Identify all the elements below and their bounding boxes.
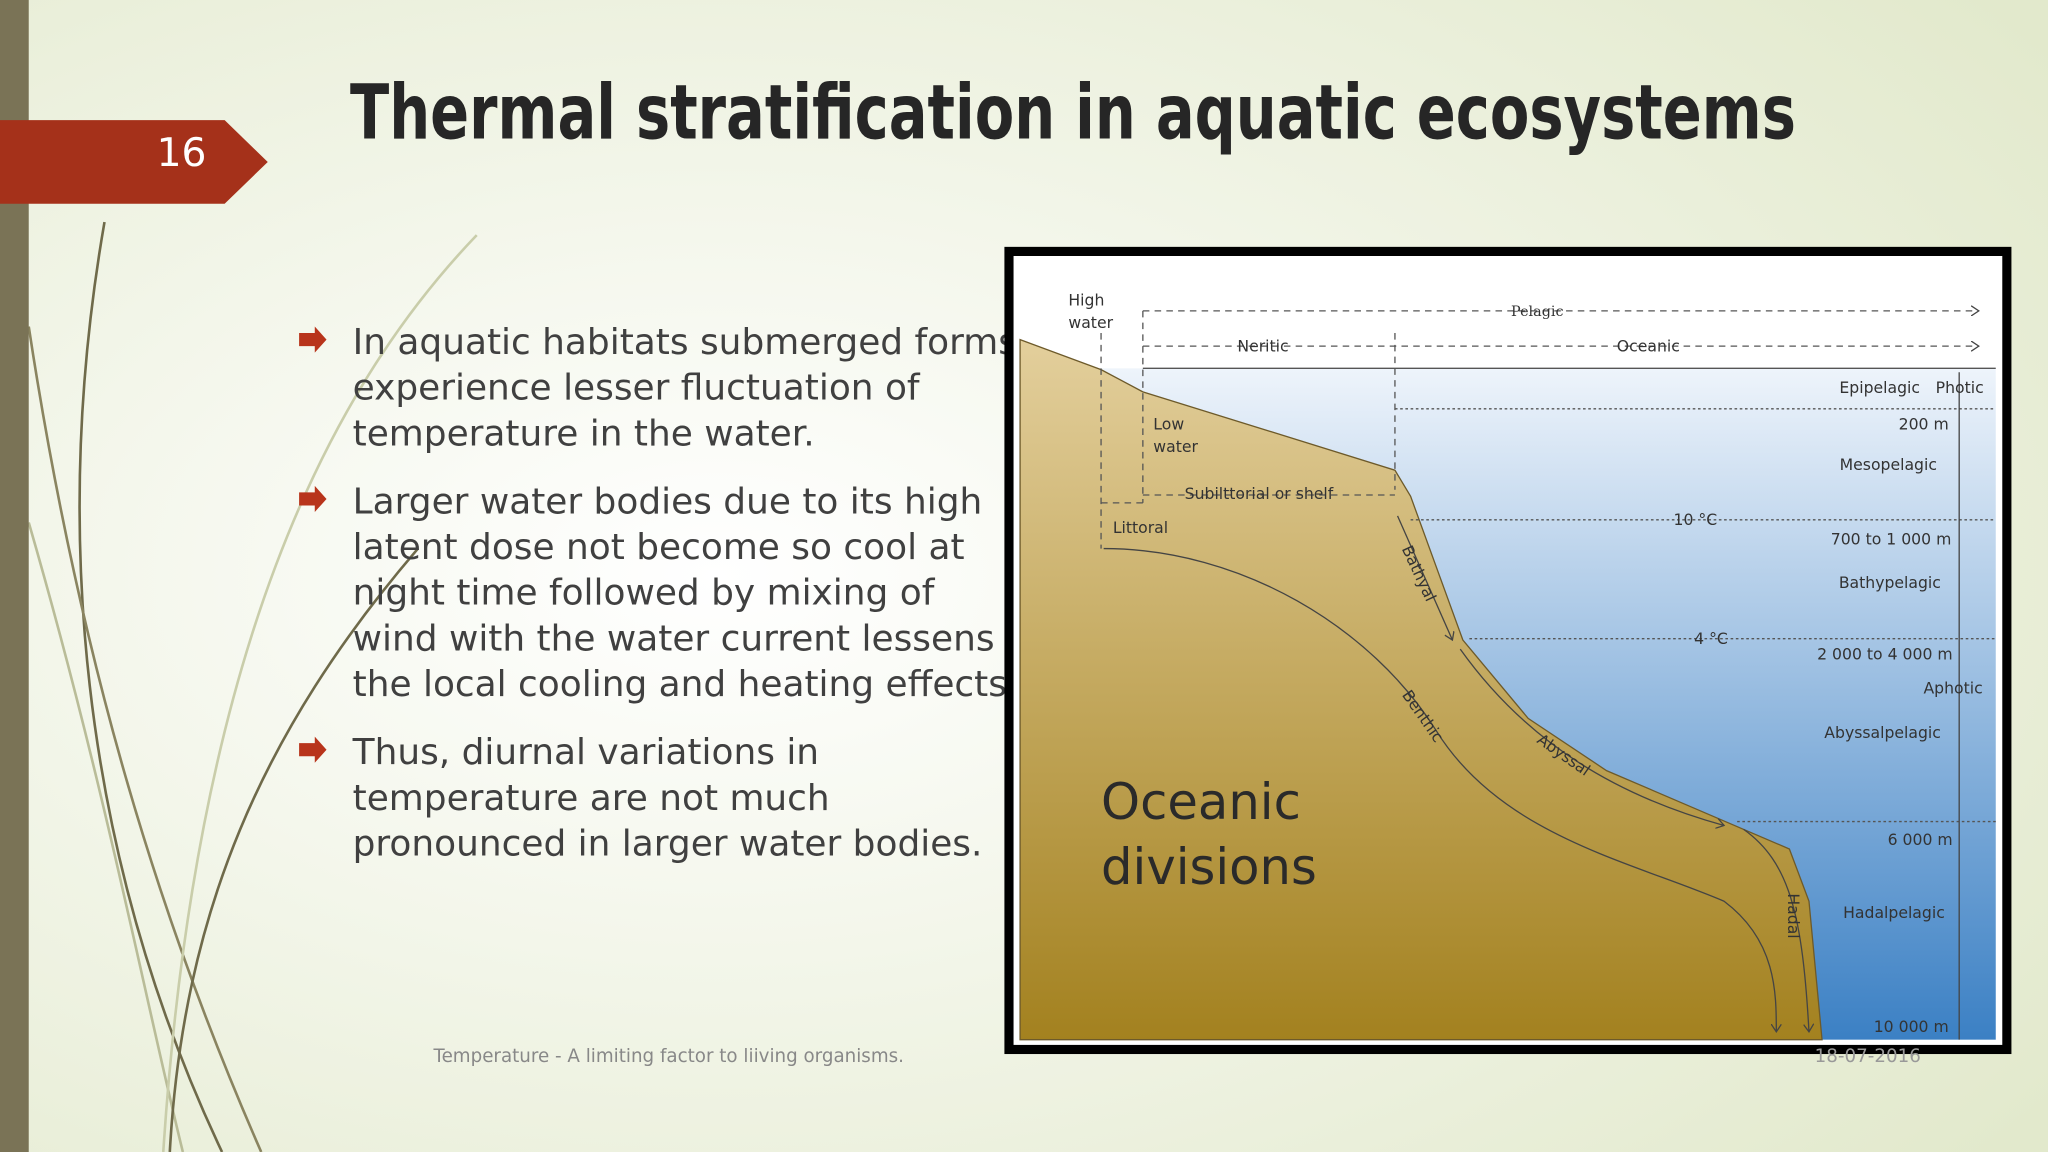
- label: Photic: [1936, 378, 1984, 397]
- diagram-caption: Oceanic: [1101, 773, 1301, 831]
- label: 10 °C: [1674, 510, 1718, 529]
- bullet-line: Thus, diurnal variations in: [352, 732, 819, 773]
- footer: Temperature - A limiting factor to liivi…: [433, 1046, 904, 1067]
- number-tab: [0, 120, 268, 204]
- label: 4 °C: [1694, 629, 1728, 648]
- label: High: [1068, 291, 1104, 310]
- label: Pelagic: [1511, 304, 1564, 320]
- slide-title: Thermal stratification in aquatic ecosys…: [350, 68, 1796, 156]
- bullet-line: temperature in the water.: [353, 413, 815, 454]
- seabed: [1019, 338, 1823, 1041]
- zone-lines: [1100, 311, 1979, 549]
- bullet-line: pronounced in larger water bodies.: [353, 824, 983, 865]
- bullet-line: night time followed by mixing of: [353, 573, 936, 614]
- bullet-line: Larger water bodies due to its high: [353, 481, 983, 522]
- label: Abyssalpelagic: [1824, 723, 1941, 742]
- depth-lines: [1394, 408, 1996, 823]
- bullet-icon: [299, 326, 327, 353]
- label: water: [1068, 313, 1113, 332]
- diagram: High water Pelagic Neritic Oceanic Epipe…: [1004, 246, 2012, 1055]
- label: Neritic: [1237, 336, 1288, 355]
- label: Hadal: [1784, 893, 1803, 938]
- label: 6 000 m: [1888, 830, 1953, 849]
- label: water: [1153, 437, 1198, 456]
- bullet-line: the local cooling and heating effects.: [353, 664, 1019, 705]
- label: Low: [1153, 415, 1184, 434]
- label: Epipelagic: [1839, 378, 1920, 397]
- label: 10 000 m: [1874, 1017, 1949, 1036]
- label: Hadalpelagic: [1843, 903, 1945, 922]
- label: Bathypelagic: [1839, 573, 1941, 592]
- label: Littoral: [1113, 518, 1168, 537]
- bullet-line: wind with the water current lessens: [353, 618, 995, 659]
- bullet-list: In aquatic habitats submerged forms expe…: [299, 322, 1018, 865]
- label: Mesopelagic: [1840, 455, 1937, 474]
- benthic-arrows: [1103, 515, 1809, 1032]
- bullet-line: latent dose not become so cool at: [353, 527, 965, 568]
- label: 200 m: [1899, 415, 1949, 434]
- diagram-caption: divisions: [1101, 838, 1317, 896]
- bullet-line: In aquatic habitats submerged forms: [353, 322, 1017, 363]
- label: 2 000 to 4 000 m: [1817, 645, 1953, 664]
- slide-number: 16: [157, 131, 207, 176]
- bullet-line: temperature are not much: [353, 778, 830, 819]
- bullet-icon: [299, 485, 327, 512]
- bullet-icon: [299, 736, 327, 763]
- decor-curves: [27, 221, 478, 1152]
- date: 18-07-2016: [1815, 1046, 1921, 1067]
- label: Aphotic: [1923, 679, 1982, 698]
- label: 700 to 1 000 m: [1831, 530, 1952, 549]
- label: Oceanic: [1617, 336, 1680, 355]
- label: Subilttorial or shelf: [1185, 484, 1334, 503]
- bullet-line: experience lesser fluctuation of: [353, 368, 921, 409]
